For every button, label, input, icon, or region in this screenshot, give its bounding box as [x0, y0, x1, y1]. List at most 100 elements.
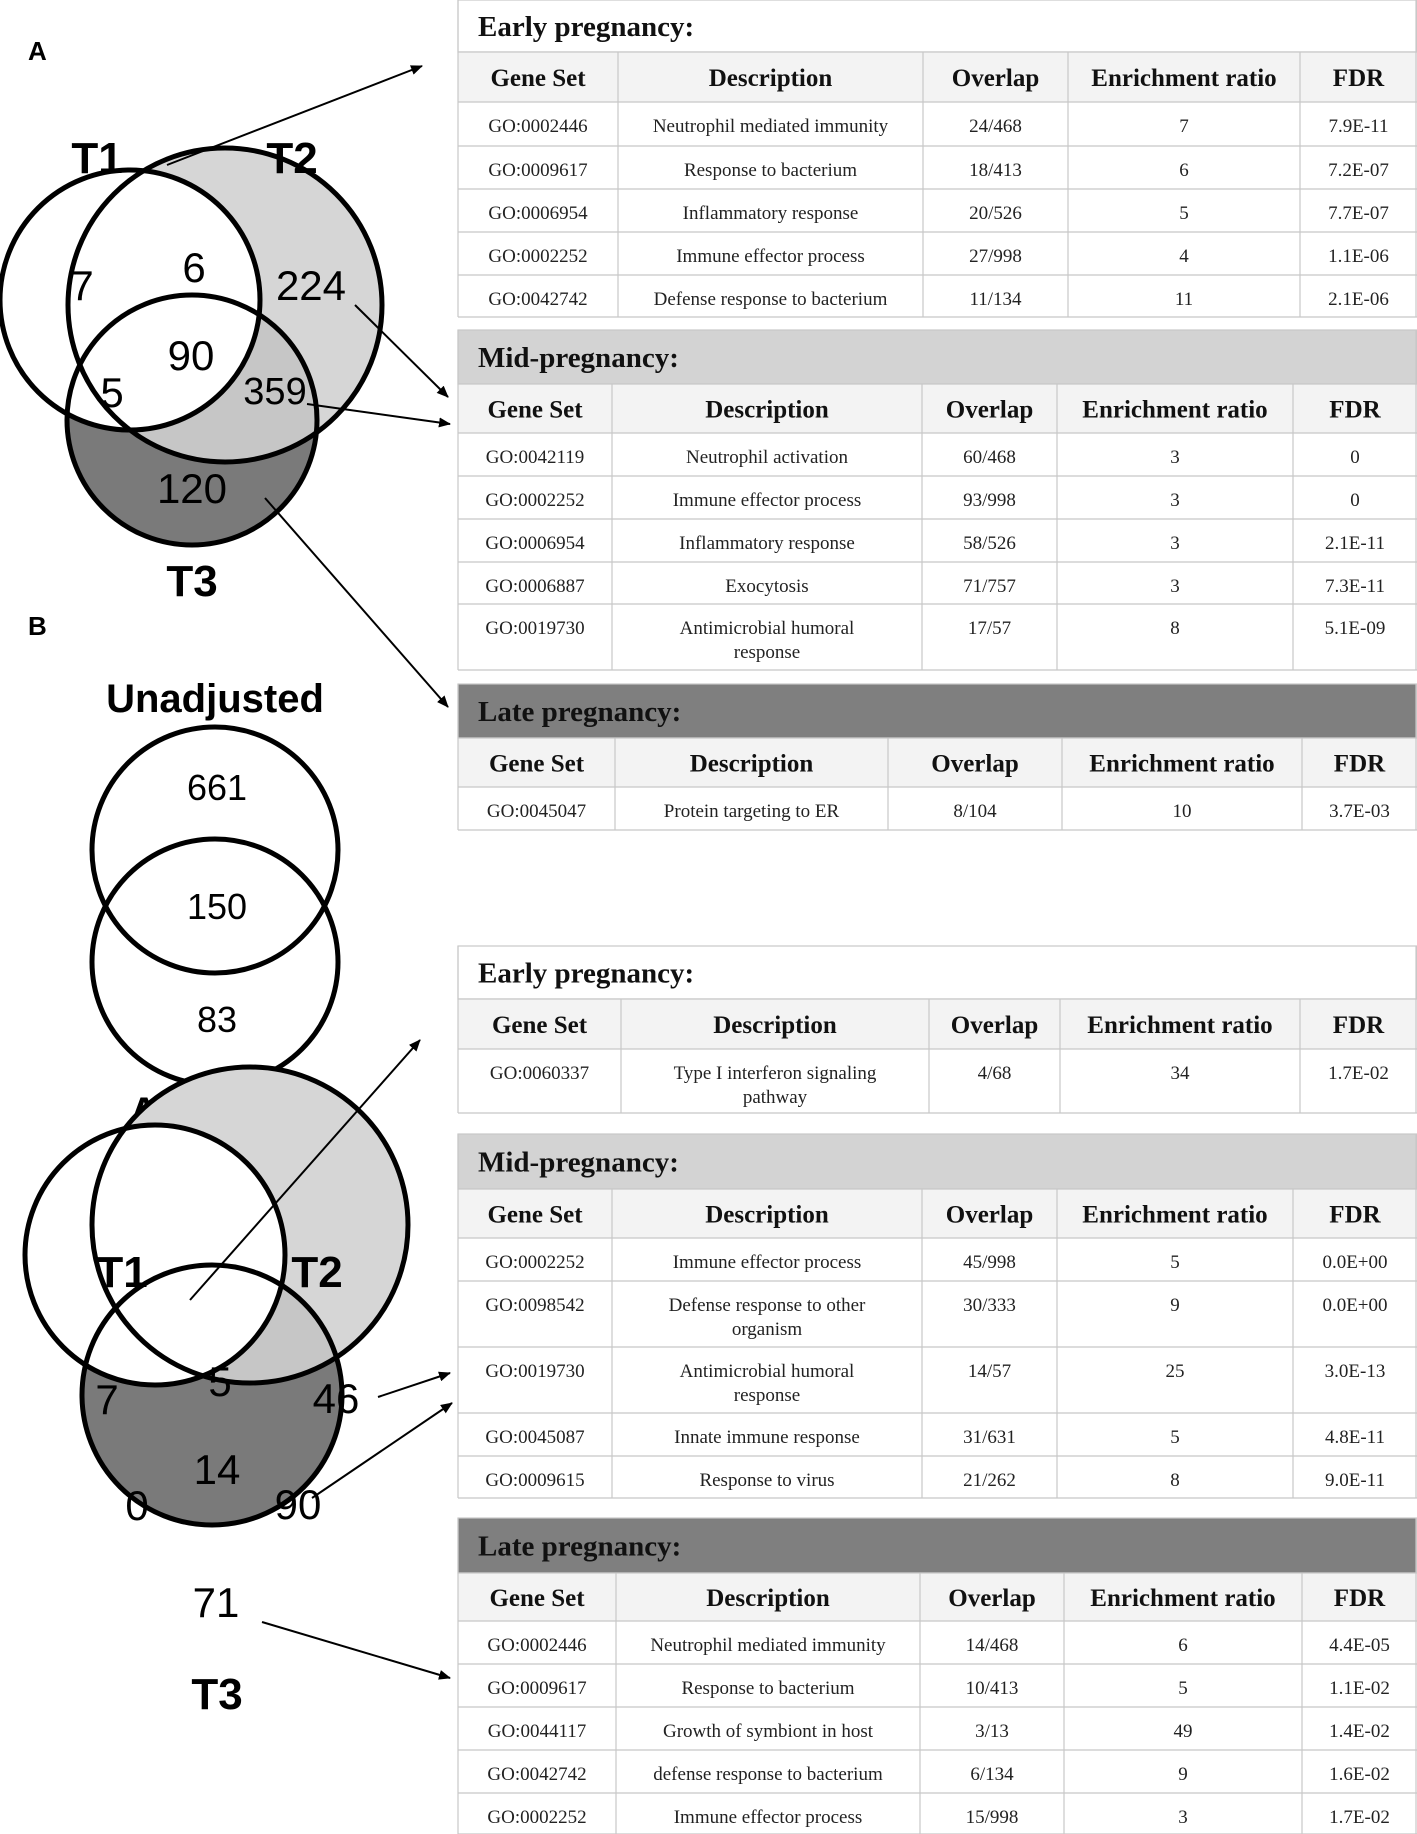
table-column-header: FDR	[1334, 751, 1386, 778]
table-row: GO:0002252 Immune effector process 45/998 5…	[458, 1252, 1417, 1282]
table-cell: 3	[1178, 1807, 1188, 1828]
table-cell: 0.0E+00	[1322, 1295, 1387, 1316]
table-column-header: Gene Set	[492, 1012, 588, 1039]
venn-a-shapes	[0, 145, 385, 548]
table-cell: 93/998	[963, 490, 1016, 511]
table-row: GO:0002252 Immune effector process 93/998 3…	[458, 490, 1417, 520]
table-row: GO:0006954 Inflammatory response 58/526 3 2.…	[458, 533, 1417, 563]
table-cell: 49	[1174, 1721, 1193, 1742]
table-cell: 0	[1350, 490, 1360, 511]
table-column-header: Description	[690, 751, 814, 778]
table-title: Mid-pregnancy:	[478, 342, 679, 374]
venn-a-label-t2: T2	[266, 134, 317, 183]
table-row: GO:0009617 Response to bacterium 18/413 6 7.…	[458, 160, 1417, 190]
table-row: GO:0045087 Innate immune response 31/631 5 4…	[458, 1427, 1417, 1457]
table-cell: 0	[1350, 447, 1360, 468]
venn-c-count-t2-only: 46	[313, 1375, 360, 1422]
table-cell: 9	[1178, 1764, 1188, 1785]
table-cell: 5	[1178, 1678, 1188, 1699]
table-column-header-row	[458, 1573, 1417, 1621]
table-cell: 31/631	[963, 1427, 1016, 1448]
venn-a-count-t2-t3: 359	[243, 371, 306, 413]
table-cell: 7.9E-11	[1329, 116, 1389, 137]
table-cell: 3.7E-03	[1329, 801, 1390, 822]
table-cell: 15/998	[966, 1807, 1019, 1828]
arrow-a-early	[166, 65, 423, 166]
table-cell: Inflammatory response	[679, 533, 855, 554]
table-column-header: Enrichment ratio	[1087, 1012, 1272, 1039]
table-cell: 60/468	[963, 447, 1016, 468]
table-cell: 27/998	[969, 246, 1022, 267]
venn-a-label-t3: T3	[166, 557, 217, 606]
table-cell: 34	[1171, 1063, 1191, 1084]
table-cell: Antimicrobial humoral response	[680, 1361, 855, 1406]
table-title-bar	[457, 329, 1417, 385]
table-title: Mid-pregnancy:	[478, 1147, 679, 1179]
table-title: Late pregnancy:	[478, 696, 681, 728]
table-column-header-row	[458, 738, 1417, 787]
table-column-header-row	[458, 999, 1417, 1049]
venn-c-label-t3: T3	[191, 1670, 242, 1719]
table-cell: 4	[1179, 246, 1189, 267]
venn-a-label-t1: T1	[71, 134, 122, 183]
table-cell: 18/413	[969, 160, 1022, 181]
table-row: GO:0042742 Defense response to bacterium 1…	[458, 289, 1417, 318]
enrichment-table: Early pregnancy: Gene Set Description Overl…	[457, 0, 1417, 318]
panel-c: C T1 T2 T3 7 5 46 0 14 90 71	[22, 1039, 453, 1719]
table-cell: defense response to bacterium	[653, 1764, 883, 1785]
table-cell: 14/57	[968, 1361, 1011, 1382]
table-cell: Immune effector process	[676, 246, 865, 267]
table-column-header: Enrichment ratio	[1082, 397, 1267, 424]
panel-b-label: B	[28, 611, 47, 641]
venn-b-bottom-circle	[89, 836, 341, 1088]
venn-c-shapes	[22, 1064, 411, 1528]
table-cell: 6/134	[970, 1764, 1014, 1785]
table-column-header: FDR	[1329, 1202, 1381, 1229]
table-cell: 1.7E-02	[1328, 1063, 1389, 1084]
table-cell: GO:0002446	[488, 116, 587, 137]
panel-c-arrows	[189, 1039, 453, 1680]
table-cell: 17/57	[968, 618, 1011, 639]
table-cell: 8/104	[953, 801, 997, 822]
table-cell: 1.4E-02	[1329, 1721, 1390, 1742]
table-cell: Immune effector process	[673, 490, 862, 511]
table-cell: 4/68	[978, 1063, 1012, 1084]
table-cell: GO:0042742	[487, 1764, 586, 1785]
table-cell: GO:0006887	[485, 576, 584, 597]
table-cell: 21/262	[963, 1470, 1016, 1491]
table-cell: GO:0044117	[488, 1721, 587, 1742]
table-cell: GO:0006954	[485, 533, 585, 554]
table-cell: 3	[1170, 447, 1180, 468]
panel-a-arrows	[166, 65, 451, 708]
arrow-c-mid-1	[377, 1371, 451, 1398]
table-title-bar	[457, 0, 1417, 53]
venn-c-t3-circle	[79, 1262, 345, 1528]
table-cell: GO:0019730	[485, 1361, 584, 1382]
venn-c-count-t1-t3: 0	[125, 1482, 148, 1529]
enrichment-table: Late pregnancy: Gene Set Description Overla…	[457, 683, 1417, 831]
table-cell: Response to bacterium	[681, 1678, 854, 1699]
table-cell: 20/526	[969, 203, 1022, 224]
table-cell: GO:0045047	[487, 801, 586, 822]
enrichment-table: Early pregnancy: Gene Set Description Overl…	[457, 945, 1417, 1114]
table-cell: Defense response to other organism	[669, 1295, 866, 1340]
table-column-header: Description	[706, 1585, 830, 1612]
table-column-header: FDR	[1333, 1012, 1385, 1039]
table-cell: 3/13	[975, 1721, 1009, 1742]
table-cell: 10	[1173, 801, 1192, 822]
table-column-header: Description	[709, 65, 833, 92]
enrichment-table: Mid-pregnancy: Gene Set Description Overlap…	[457, 1133, 1417, 1499]
table-row: GO:0002252 Immune effector process 27/998 4…	[458, 246, 1417, 276]
table-cell: Response to bacterium	[684, 160, 857, 181]
table-cell: 11	[1175, 289, 1193, 310]
venn-c-t1-fill	[25, 1125, 285, 1385]
table-column-header: Overlap	[948, 1585, 1036, 1612]
table-row: GO:0019730 Antimicrobial humoral response 1…	[458, 1361, 1417, 1414]
venn-c-t2-circle	[89, 1064, 411, 1386]
table-cell: GO:0002252	[485, 490, 584, 511]
table-cell: 7	[1179, 116, 1189, 137]
venn-a-count-t3-only: 120	[157, 465, 227, 512]
table-column-header: Enrichment ratio	[1089, 751, 1274, 778]
table-row: GO:0042119 Neutrophil activation 60/468 3 0	[458, 447, 1417, 477]
table-cell: GO:0002252	[488, 246, 587, 267]
